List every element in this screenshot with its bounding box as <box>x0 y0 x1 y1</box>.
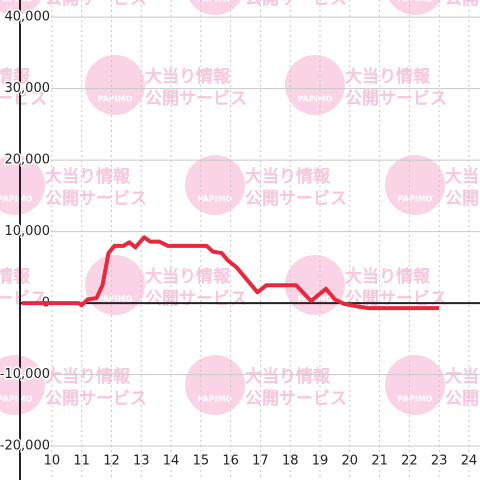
y-tick-label: -10,000 <box>0 367 50 382</box>
watermark-brand: PAPIMO <box>0 195 33 204</box>
x-tick-label: 24 <box>461 454 478 469</box>
watermark-logo <box>389 0 441 15</box>
watermark-text: 大当り情報 <box>45 166 131 187</box>
x-tick-label: 22 <box>401 454 418 469</box>
watermark-text: 大当り情報 <box>345 266 431 287</box>
watermark-text: 公開サービス <box>245 389 347 409</box>
watermark-logo <box>285 255 345 315</box>
watermark-text: 大当り情報 <box>345 66 431 87</box>
watermark-text: 公開サービス <box>245 0 347 9</box>
watermark-brand: PAPIMO <box>198 0 233 4</box>
y-tick-label: 30,000 <box>5 81 51 96</box>
x-tick-label: 23 <box>431 454 448 469</box>
x-tick-label: 12 <box>103 454 120 469</box>
x-tick-label: 19 <box>312 454 329 469</box>
watermark-logo <box>85 255 145 315</box>
watermark-text: 公開サービス <box>0 289 47 309</box>
watermark-logo <box>0 155 45 215</box>
watermark-text: 公開サービス <box>345 89 447 109</box>
watermark-brand: PAPIMO <box>0 395 33 404</box>
watermark-text: 大当り情報 <box>245 366 331 387</box>
watermark-text: 公開サービス <box>445 0 480 9</box>
x-tick-label: 15 <box>193 454 210 469</box>
watermark-brand: PAPIMO <box>0 0 33 4</box>
watermark-text: 公開サービス <box>245 189 347 209</box>
watermark-logo <box>185 155 245 215</box>
watermark-text: 公開サービス <box>145 289 247 309</box>
y-tick-label: 10,000 <box>5 224 51 239</box>
watermark-text: 大当り情報 <box>145 266 231 287</box>
watermark-logo <box>189 0 241 15</box>
watermark-text: 大当り情報 <box>245 166 331 187</box>
watermark-brand: PAPIMO <box>198 395 233 404</box>
watermark-logo <box>185 355 245 415</box>
watermark-text: 公開サービス <box>45 0 147 9</box>
watermark-text: 大当り情報 <box>445 366 480 387</box>
watermark-text: 大当り情報 <box>0 66 31 87</box>
watermark-brand: PAPIMO <box>398 0 433 4</box>
watermark-text: 公開サービス <box>0 89 47 109</box>
watermark-logo <box>0 355 45 415</box>
x-tick-label: 14 <box>163 454 180 469</box>
x-tick-label: 10 <box>44 454 61 469</box>
watermark-text: 公開サービス <box>445 389 480 409</box>
x-tick-label: 18 <box>282 454 299 469</box>
watermark-brand: PAPIMO <box>398 195 433 204</box>
x-tick-label: 16 <box>222 454 239 469</box>
watermark-text: 大当り情報 <box>145 66 231 87</box>
watermark-brand: PAPIMO <box>198 195 233 204</box>
watermark-text: 公開サービス <box>45 189 147 209</box>
watermark-text: 大当り情報 <box>45 366 131 387</box>
watermark-text: 大当り情報 <box>0 266 31 287</box>
y-tick-label: 20,000 <box>5 153 51 168</box>
watermark-brand: PAPIMO <box>98 295 133 304</box>
y-tick-label: 40,000 <box>5 10 51 25</box>
watermark-logo <box>85 55 145 115</box>
watermark-logo <box>285 55 345 115</box>
x-tick-label: 11 <box>73 454 90 469</box>
watermark-text: 大当り情報 <box>445 166 480 187</box>
data-line <box>22 235 440 311</box>
x-tick-label: 17 <box>252 454 269 469</box>
watermark-text: 公開サービス <box>145 89 247 109</box>
x-tick-label: 20 <box>342 454 359 469</box>
watermark-text: 公開サービス <box>445 189 480 209</box>
watermark-logo <box>385 355 445 415</box>
y-tick-label: -20,000 <box>0 439 50 454</box>
watermark-brand: PAPIMO <box>298 95 333 104</box>
x-tick-label: 21 <box>371 454 388 469</box>
watermark-brand: PAPIMO <box>98 95 133 104</box>
watermark-text: 公開サービス <box>45 389 147 409</box>
watermark-logo <box>385 155 445 215</box>
x-tick-label: 13 <box>133 454 150 469</box>
watermark-brand: PAPIMO <box>398 395 433 404</box>
